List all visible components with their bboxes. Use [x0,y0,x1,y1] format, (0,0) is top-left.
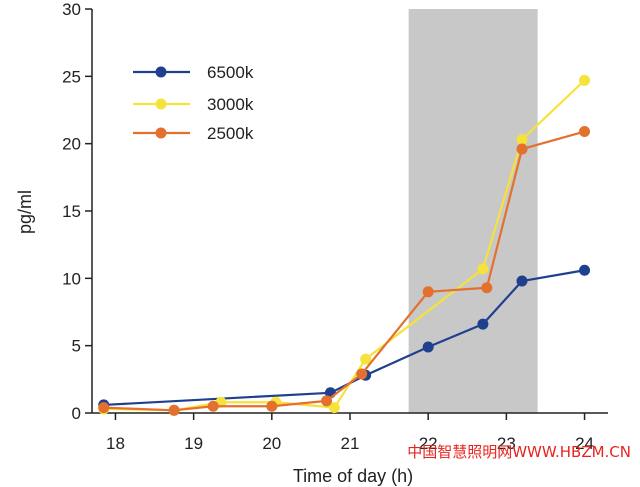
legend-label-3000k: 3000k [207,95,254,114]
data-point-6500k [422,341,434,353]
y-tick-label: 20 [62,135,81,154]
x-tick-label: 24 [575,434,594,453]
legend: 6500k 3000k 2500k [133,63,254,143]
x-tick-label: 21 [341,434,360,453]
watermark-text: 中国智慧照明网WWW.HBZM.CN [407,443,631,461]
x-tick-label: 23 [497,434,516,453]
legend-label-6500k: 6500k [207,63,254,82]
data-point-2500k [481,282,493,294]
y-tick-label: 10 [62,269,81,288]
data-point-6500k [477,318,489,330]
y-tick-label: 30 [62,0,81,19]
data-point-2500k [98,402,110,414]
legend-label-2500k: 2500k [207,124,254,143]
data-point-2500k [422,286,434,298]
data-point-3000k [579,74,591,86]
y-tick-label: 0 [72,404,81,423]
series-layer [98,74,591,416]
data-point-6500k [516,275,528,287]
series-line-2500k [103,130,585,412]
y-tick-label: 25 [62,67,81,86]
data-point-3000k [360,353,372,365]
legend-marker-2500k [155,127,167,139]
data-point-2500k [207,400,219,412]
x-tick-label: 20 [262,434,281,453]
x-tick-label: 22 [419,434,438,453]
data-point-2500k [579,126,591,138]
data-point-2500k [321,395,333,407]
x-axis-title: Time of day (h) [293,466,413,486]
data-point-3000k [516,134,528,146]
data-point-3000k [328,402,340,414]
legend-marker-6500k [155,66,167,78]
data-point-2500k [516,143,528,155]
legend-marker-3000k [155,98,167,110]
axes: 0 5 10 15 20 25 30 18 19 20 21 22 23 24 [62,0,608,453]
x-tick-label: 18 [106,434,125,453]
data-point-6500k [579,264,591,276]
y-axis-title: pg/ml [15,190,35,234]
x-tick-label: 19 [184,434,203,453]
y-tick-label: 15 [62,202,81,221]
y-tick-label: 5 [72,337,81,356]
data-point-2500k [356,368,368,380]
data-point-2500k [266,400,278,412]
data-point-3000k [477,263,489,275]
data-point-2500k [168,404,180,416]
